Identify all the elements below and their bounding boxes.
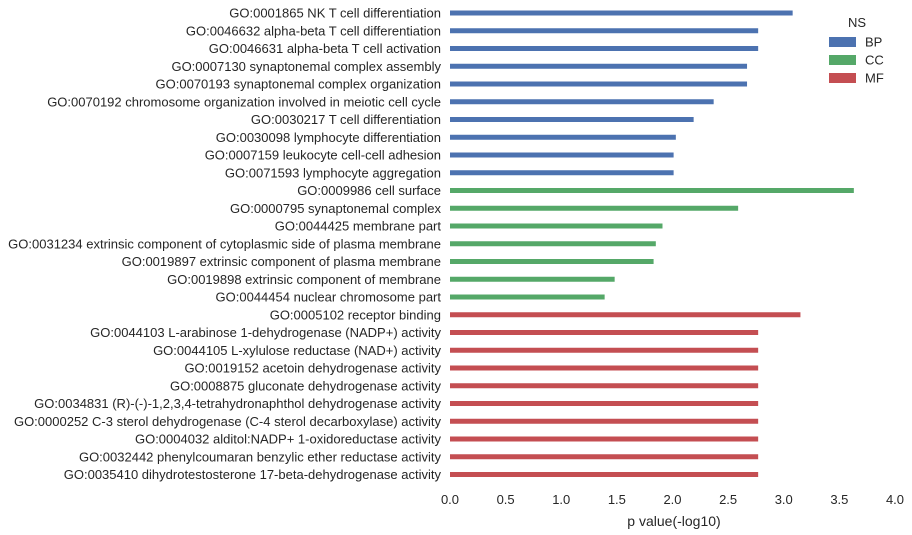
category-label: GO:0044105 L-xylulose reductase (NAD+) a… [153,343,441,358]
bar-mf-23 [450,401,759,406]
bar-mf-19 [450,330,759,335]
category-label: GO:0044454 nuclear chromosome part [216,290,442,305]
x-tick-label: 3.0 [775,492,793,507]
x-tick-label: 1.5 [608,492,626,507]
x-tick-label: 0.5 [497,492,515,507]
bar-cc-13 [450,223,663,229]
legend-label-mf: MF [865,71,884,86]
bar-bp-9 [450,152,674,158]
bar-mf-22 [450,383,759,389]
bar-bp-4 [450,63,748,69]
category-label: GO:0035410 dihydrotestosterone 17-beta-d… [64,467,442,482]
bar-mf-25 [450,436,759,442]
x-axis-label: p value(-log10) [627,513,720,529]
category-label: GO:0008875 gluconate dehydrogenase activ… [170,378,442,393]
bar-bp-8 [450,134,676,140]
category-label: GO:0046631 alpha-beta T cell activation [209,41,441,56]
bar-mf-18 [450,312,801,318]
x-tick-label: 3.5 [830,492,848,507]
bar-bp-7 [450,117,694,122]
legend-swatch-mf [829,73,856,83]
legend-entries: BP CC MF [829,35,884,86]
bar-cc-17 [450,294,605,300]
category-label: GO:0044103 L-arabinose 1-dehydrogenase (… [90,325,441,340]
category-label: GO:0030217 T cell differentiation [251,112,441,127]
category-label: GO:0019152 acetoin dehydrogenase activit… [184,361,441,376]
x-tick-label: 0.0 [441,492,459,507]
bar-mf-20 [450,347,759,353]
legend-label-bp: BP [865,35,882,50]
legend-swatch-bp [829,37,856,47]
category-label: GO:0032442 phenylcoumaran benzylic ether… [79,449,442,464]
category-label: GO:0070193 synaptonemal complex organiza… [156,77,441,92]
category-label: GO:0005102 receptor binding [270,307,441,322]
legend-label-cc: CC [865,53,884,68]
legend-swatch-cc [829,55,856,65]
category-label: GO:0019898 extrinsic component of membra… [167,272,441,287]
category-label: GO:0009986 cell surface [297,183,441,198]
x-tick-label: 2.0 [663,492,681,507]
bar-mf-24 [450,418,759,424]
x-tick-label: 1.0 [552,492,570,507]
bars-group [450,10,854,477]
bar-mf-26 [450,454,759,460]
bar-bp-2 [450,28,759,34]
category-label: GO:0004032 alditol:NADP+ 1-oxidoreductas… [135,432,442,447]
bar-mf-27 [450,472,759,477]
category-label: GO:0044425 membrane part [275,219,442,234]
bar-cc-12 [450,205,739,211]
legend: NS BP CC MF [829,15,884,86]
category-label: GO:0071593 lymphocyte aggregation [225,165,441,180]
x-axis-ticks: 0.0 0.5 1.0 1.5 2.0 2.5 3.0 3.5 4.0 [441,492,904,507]
bar-bp-3 [450,46,759,51]
bar-mf-21 [450,365,759,371]
category-label: GO:0007130 synaptonemal complex assembly [171,59,441,74]
bar-cc-14 [450,241,656,247]
bar-cc-16 [450,276,615,282]
category-labels: GO:0001865 NK T cell differentiation GO:0… [8,6,441,483]
category-label: GO:0000795 synaptonemal complex [230,201,442,216]
category-label: GO:0070192 chromosome organization invol… [47,94,441,109]
category-label: GO:0030098 lymphocyte differentiation [216,130,441,145]
bar-bp-10 [450,170,674,176]
bar-bp-5 [450,81,748,87]
bar-bp-1 [450,10,793,16]
category-label: GO:0001865 NK T cell differentiation [229,6,441,21]
bar-cc-15 [450,259,654,264]
category-label: GO:0019897 extrinsic component of plasma… [122,254,441,269]
category-label: GO:0000252 C-3 sterol dehydrogenase (C-4… [14,414,442,429]
legend-title: NS [848,15,866,30]
x-tick-label: 4.0 [886,492,904,507]
category-label: GO:0046632 alpha-beta T cell differentia… [186,23,441,38]
category-label: GO:0031234 extrinsic component of cytopl… [8,236,441,251]
bar-bp-6 [450,99,714,105]
bar-cc-11 [450,188,854,193]
x-tick-label: 2.5 [719,492,737,507]
category-label: GO:0034831 (R)-(-)-1,2,3,4-tetrahydronap… [34,396,441,411]
category-label: GO:0007159 leukocyte cell-cell adhesion [205,148,441,163]
